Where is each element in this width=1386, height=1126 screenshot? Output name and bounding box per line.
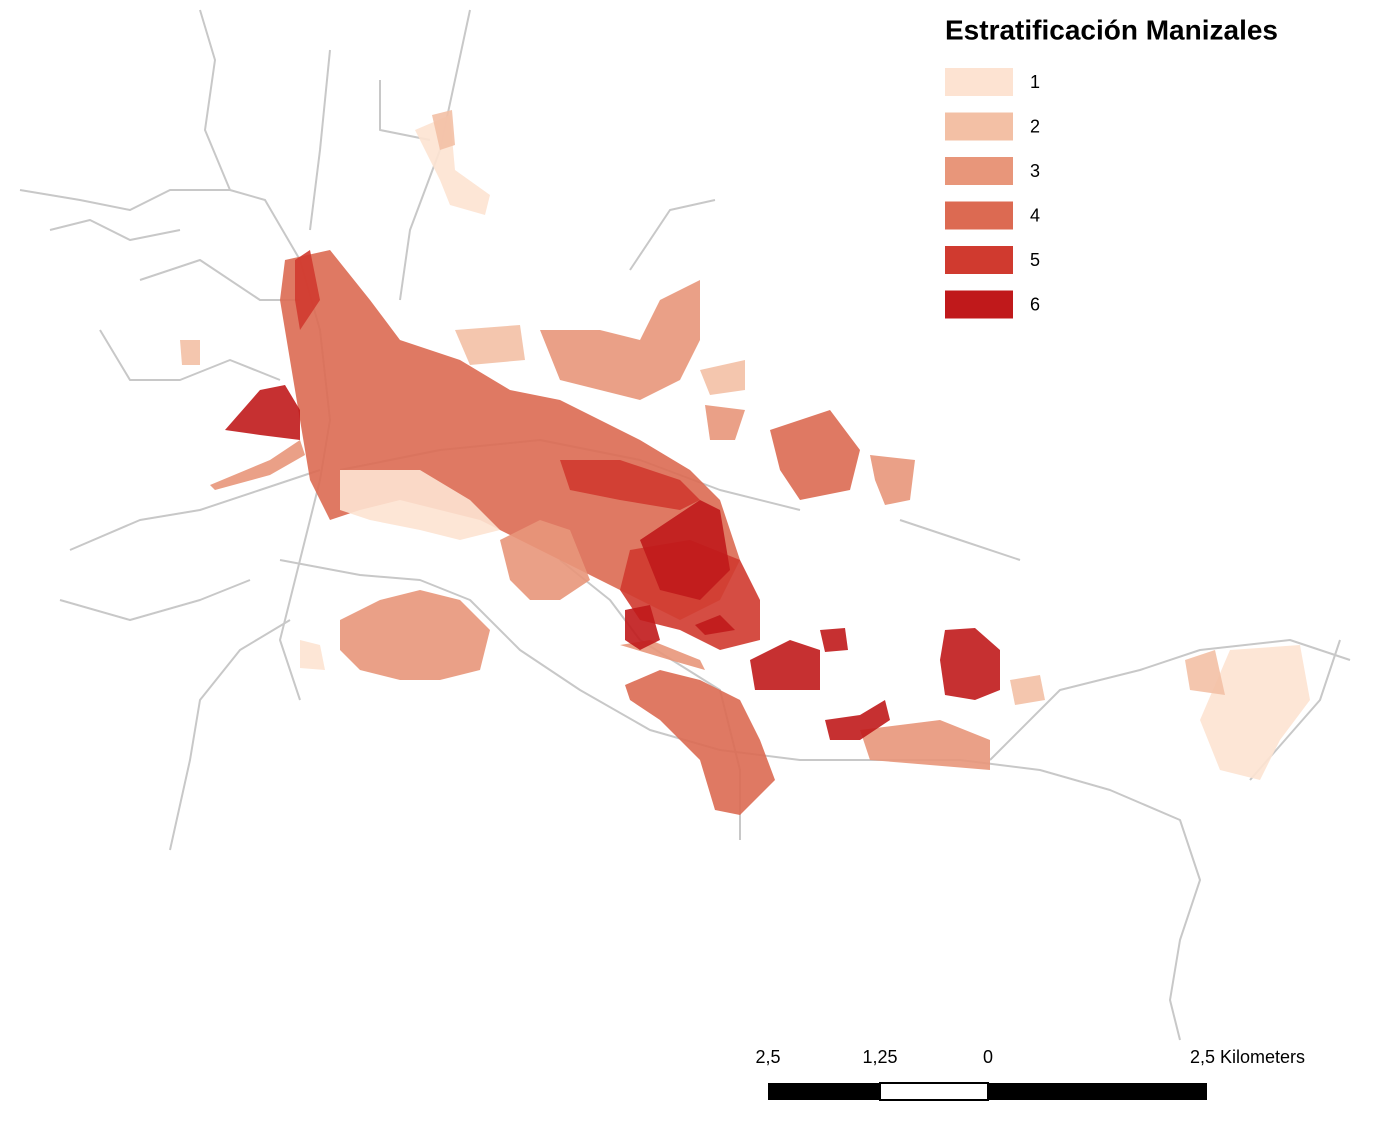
stratum-area bbox=[210, 440, 305, 490]
stratum-area bbox=[432, 110, 455, 150]
stratum-area bbox=[1010, 675, 1045, 705]
stratum-area bbox=[825, 700, 890, 740]
scale-label: 0 bbox=[983, 1047, 993, 1067]
scale-label: 1,25 bbox=[862, 1047, 897, 1067]
strata-areas bbox=[180, 110, 1310, 815]
roads bbox=[19, 9, 1351, 1041]
stratum-area bbox=[705, 405, 745, 440]
scale-segment bbox=[768, 1083, 880, 1100]
road bbox=[1249, 639, 1341, 781]
stratum-area bbox=[625, 670, 775, 815]
legend-label: 3 bbox=[1030, 161, 1040, 181]
scale-bar: 2,5 1,25 0 2,5 Kilometers bbox=[755, 1047, 1305, 1101]
legend: 1 2 3 4 5 6 bbox=[945, 68, 1040, 319]
stratum-area bbox=[860, 720, 990, 770]
road bbox=[19, 189, 230, 211]
legend-label: 4 bbox=[1030, 205, 1040, 225]
road bbox=[899, 519, 1021, 561]
stratum-area bbox=[1185, 650, 1225, 695]
scale-label: 2,5 Kilometers bbox=[1190, 1047, 1305, 1067]
stratum-area bbox=[225, 385, 300, 440]
scale-label: 2,5 bbox=[755, 1047, 780, 1067]
legend-swatch bbox=[945, 201, 1013, 230]
stratum-area bbox=[870, 455, 915, 505]
legend-swatch bbox=[945, 290, 1013, 319]
legend-label: 6 bbox=[1030, 294, 1040, 314]
stratum-area bbox=[625, 605, 660, 650]
road bbox=[989, 639, 1351, 761]
legend-label: 2 bbox=[1030, 116, 1040, 136]
road bbox=[49, 219, 181, 241]
legend-swatch bbox=[945, 157, 1013, 185]
stratum-area bbox=[340, 590, 490, 680]
road bbox=[99, 329, 281, 381]
scale-segment bbox=[879, 1082, 989, 1101]
road bbox=[279, 559, 1201, 1041]
stratum-area bbox=[300, 640, 325, 670]
road bbox=[169, 619, 291, 851]
legend-swatch bbox=[945, 112, 1013, 141]
stratum-area bbox=[770, 410, 860, 500]
stratum-area bbox=[455, 325, 525, 365]
road bbox=[629, 199, 716, 271]
stratum-area bbox=[180, 340, 200, 365]
legend-label: 1 bbox=[1030, 72, 1040, 92]
stratum-area bbox=[340, 470, 500, 540]
stratum-area bbox=[415, 115, 490, 215]
road bbox=[59, 579, 251, 621]
legend-swatch bbox=[945, 246, 1013, 274]
road bbox=[309, 49, 331, 231]
stratum-area bbox=[700, 360, 745, 395]
stratum-area bbox=[695, 615, 735, 635]
stratum-area bbox=[820, 628, 848, 652]
scale-segment bbox=[988, 1083, 1207, 1100]
road bbox=[379, 80, 431, 141]
stratum-area bbox=[750, 640, 820, 690]
stratum-area bbox=[940, 628, 1000, 700]
stratum-area bbox=[295, 250, 320, 330]
legend-title: Estratificación Manizales bbox=[945, 14, 1278, 45]
stratum-area bbox=[1200, 645, 1310, 780]
stratum-area bbox=[500, 520, 590, 600]
stratum-area bbox=[540, 280, 700, 400]
stratum-area bbox=[280, 250, 740, 620]
road bbox=[69, 469, 321, 551]
legend-label: 5 bbox=[1030, 250, 1040, 270]
stratum-area bbox=[640, 500, 730, 600]
legend-swatch bbox=[945, 68, 1013, 96]
stratum-area bbox=[560, 460, 700, 510]
